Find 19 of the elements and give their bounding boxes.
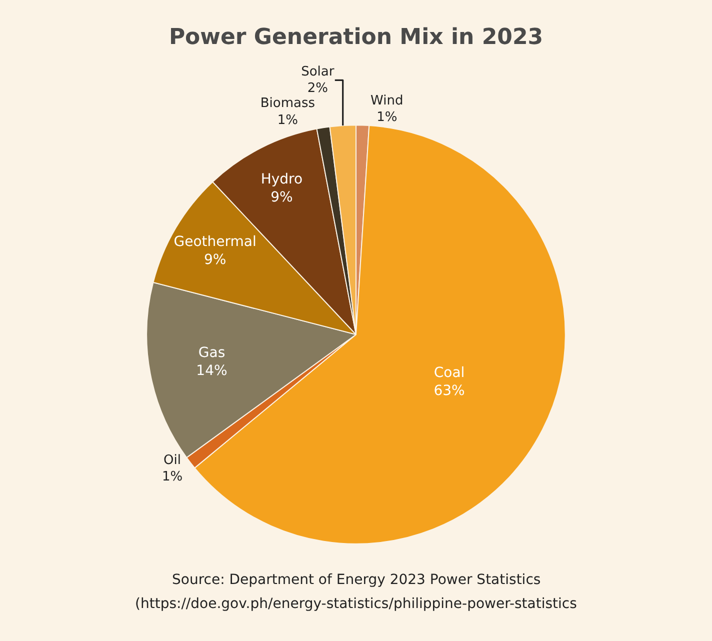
slice-label: Coal [434, 364, 465, 381]
slice-label: Wind [370, 93, 404, 108]
slice-label: Geothermal [174, 234, 256, 250]
source-note: Source: Department of Energy 2023 Power Statistics [172, 572, 541, 588]
slice-label: Oil [164, 452, 182, 468]
data-label: 9% [204, 252, 226, 268]
slice-label: Solar [301, 64, 335, 80]
data-label: 1% [162, 470, 183, 485]
data-label: 9% [270, 190, 293, 206]
data-label: 2% [307, 81, 328, 96]
chart-title: Power Generation Mix in 2023 [168, 25, 544, 50]
slice-label: Biomass [260, 96, 316, 112]
data-label: 63% [434, 383, 465, 400]
slice-label: Gas [198, 344, 226, 361]
data-label: 14% [196, 363, 228, 380]
slice-label: Hydro [260, 172, 303, 188]
text: (https://doe.gov.ph/energy-statistics/philippine-power-statistics [135, 596, 577, 612]
data-label: 1% [277, 113, 298, 128]
data-label: 1% [376, 110, 398, 126]
